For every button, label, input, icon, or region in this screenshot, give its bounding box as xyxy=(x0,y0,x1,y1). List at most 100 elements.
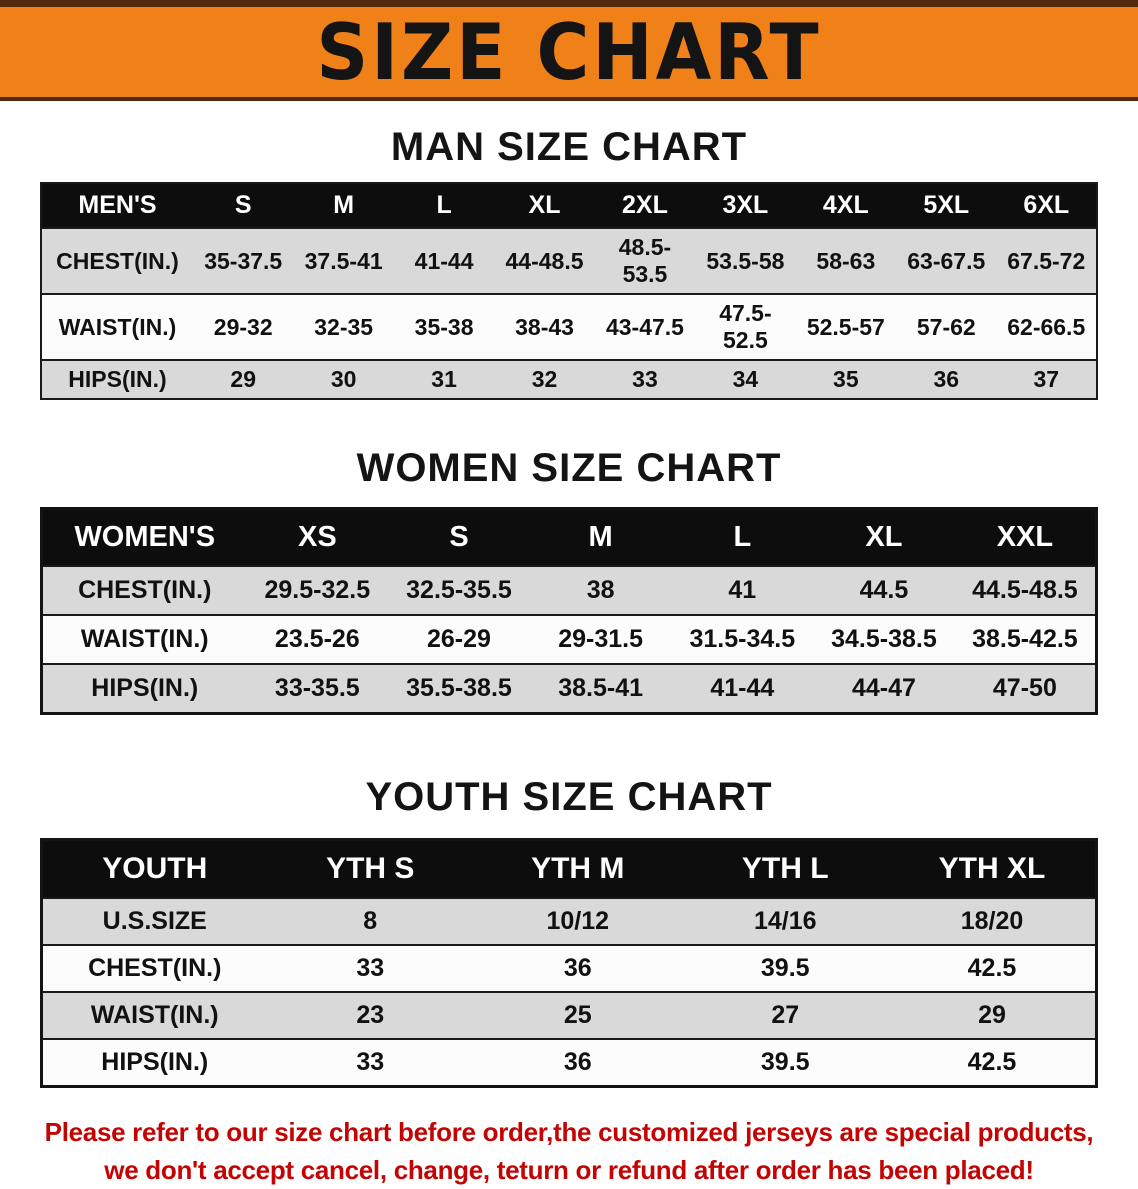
youth-section-heading: YOUTH SIZE CHART xyxy=(365,775,773,819)
size-value-cell: 38.5-42.5 xyxy=(954,614,1097,664)
column-header: M xyxy=(293,183,394,228)
men-size-table: MEN'S S M L XL 2XL 3XL 4XL 5XL 6XL CHEST… xyxy=(40,182,1098,400)
column-header: YTH S xyxy=(266,839,474,898)
size-value-cell: 35.5-38.5 xyxy=(388,663,530,714)
table-row: WAIST(IN.) 29-32 32-35 35-38 38-43 43-47… xyxy=(41,293,1097,360)
women-section-heading: WOMEN SIZE CHART xyxy=(356,446,782,490)
row-label: CHEST(IN.) xyxy=(41,944,267,992)
column-header: YTH XL xyxy=(889,839,1097,898)
size-value-cell: 41-44 xyxy=(393,227,495,294)
column-header: 3XL xyxy=(695,183,796,228)
size-value-cell: 32.5-35.5 xyxy=(388,565,530,615)
column-header: XXL xyxy=(954,508,1097,566)
column-header: 4XL xyxy=(795,183,897,228)
size-value-cell: 35 xyxy=(795,359,897,399)
row-label: HIPS(IN.) xyxy=(41,359,193,399)
size-value-cell: 38 xyxy=(529,565,672,615)
footer-disclaimer-line2: we don't accept cancel, change, teturn o… xyxy=(104,1154,1034,1185)
row-label: WAIST(IN.) xyxy=(41,614,247,664)
size-value-cell: 36 xyxy=(474,1038,682,1087)
size-value-cell: 38.5-41 xyxy=(529,663,672,714)
size-value-cell: 18/20 xyxy=(889,897,1097,945)
youth-corner-label: YOUTH xyxy=(41,839,267,898)
table-row: HIPS(IN.) 29 30 31 32 33 34 35 36 37 xyxy=(41,359,1097,399)
size-value-cell: 32 xyxy=(494,359,595,399)
size-value-cell: 29-31.5 xyxy=(529,614,672,664)
size-value-cell: 29 xyxy=(193,359,294,399)
column-header: 5XL xyxy=(896,183,997,228)
size-value-cell: 47.5-52.5 xyxy=(695,293,796,360)
size-value-cell: 27 xyxy=(681,991,889,1039)
page-title: SIZE CHART xyxy=(316,6,822,98)
size-value-cell: 47-50 xyxy=(954,663,1097,714)
size-value-cell: 34 xyxy=(695,359,796,399)
size-value-cell: 57-62 xyxy=(896,293,997,360)
column-header: 6XL xyxy=(996,183,1097,228)
size-value-cell: 44.5-48.5 xyxy=(954,565,1097,615)
table-row: CHEST(IN.) 33 36 39.5 42.5 xyxy=(41,944,1097,992)
size-value-cell: 32-35 xyxy=(293,293,394,360)
table-row: CHEST(IN.) 35-37.5 37.5-41 41-44 44-48.5… xyxy=(41,227,1097,294)
size-value-cell: 34.5-38.5 xyxy=(813,614,955,664)
size-value-cell: 41 xyxy=(671,565,814,615)
row-label: WAIST(IN.) xyxy=(41,991,267,1039)
size-value-cell: 35-37.5 xyxy=(193,227,294,294)
size-value-cell: 23 xyxy=(266,991,474,1039)
size-value-cell: 31.5-34.5 xyxy=(671,614,814,664)
column-header: L xyxy=(671,508,814,566)
size-value-cell: 31 xyxy=(393,359,495,399)
size-value-cell: 30 xyxy=(293,359,394,399)
table-row: CHEST(IN.) 29.5-32.5 32.5-35.5 38 41 44.… xyxy=(41,565,1097,615)
men-section-heading: MAN SIZE CHART xyxy=(390,125,748,169)
size-value-cell: 33 xyxy=(594,359,696,399)
men-header-row: MEN'S S M L XL 2XL 3XL 4XL 5XL 6XL xyxy=(41,183,1097,228)
size-value-cell: 67.5-72 xyxy=(996,227,1097,294)
size-value-cell: 29.5-32.5 xyxy=(246,565,389,615)
row-label: CHEST(IN.) xyxy=(41,227,193,294)
table-row: WAIST(IN.) 23.5-26 26-29 29-31.5 31.5-34… xyxy=(41,614,1097,664)
row-label: HIPS(IN.) xyxy=(41,1038,267,1087)
size-value-cell: 26-29 xyxy=(388,614,530,664)
size-value-cell: 44-47 xyxy=(813,663,955,714)
column-header: S xyxy=(193,183,294,228)
size-value-cell: 41-44 xyxy=(671,663,814,714)
banner: SIZE CHART xyxy=(0,0,1138,101)
women-corner-label: WOMEN'S xyxy=(41,508,247,566)
size-value-cell: 53.5-58 xyxy=(695,227,796,294)
size-value-cell: 36 xyxy=(896,359,997,399)
size-value-cell: 48.5-53.5 xyxy=(594,227,696,294)
men-corner-label: MEN'S xyxy=(41,183,193,228)
column-header: L xyxy=(393,183,495,228)
size-value-cell: 44-48.5 xyxy=(494,227,595,294)
column-header: YTH L xyxy=(681,839,889,898)
column-header: XL xyxy=(494,183,595,228)
column-header: M xyxy=(529,508,672,566)
size-value-cell: 36 xyxy=(474,944,682,992)
size-value-cell: 38-43 xyxy=(494,293,595,360)
size-value-cell: 25 xyxy=(474,991,682,1039)
footer-disclaimer: Please refer to our size chart before or… xyxy=(15,1114,1123,1189)
size-value-cell: 42.5 xyxy=(889,1038,1097,1087)
youth-header-row: YOUTH YTH S YTH M YTH L YTH XL xyxy=(41,839,1097,898)
size-value-cell: 39.5 xyxy=(681,1038,889,1087)
row-label: WAIST(IN.) xyxy=(41,293,193,360)
size-value-cell: 44.5 xyxy=(813,565,955,615)
size-value-cell: 23.5-26 xyxy=(246,614,389,664)
size-value-cell: 62-66.5 xyxy=(996,293,1097,360)
size-value-cell: 29 xyxy=(889,991,1097,1039)
size-value-cell: 42.5 xyxy=(889,944,1097,992)
footer-disclaimer-line1: Please refer to our size chart before or… xyxy=(44,1117,1094,1147)
size-value-cell: 52.5-57 xyxy=(795,293,897,360)
column-header: XL xyxy=(813,508,955,566)
size-value-cell: 39.5 xyxy=(681,944,889,992)
size-value-cell: 33 xyxy=(266,1038,474,1087)
table-row: HIPS(IN.) 33-35.5 35.5-38.5 38.5-41 41-4… xyxy=(41,663,1097,714)
youth-size-table: YOUTH YTH S YTH M YTH L YTH XL U.S.SIZE … xyxy=(40,838,1098,1088)
column-header: YTH M xyxy=(474,839,682,898)
size-value-cell: 43-47.5 xyxy=(594,293,696,360)
women-size-table: WOMEN'S XS S M L XL XXL CHEST(IN.) 29.5-… xyxy=(40,507,1098,715)
size-value-cell: 33-35.5 xyxy=(246,663,389,714)
size-value-cell: 37.5-41 xyxy=(293,227,394,294)
row-label: U.S.SIZE xyxy=(41,897,267,945)
column-header: 2XL xyxy=(594,183,696,228)
